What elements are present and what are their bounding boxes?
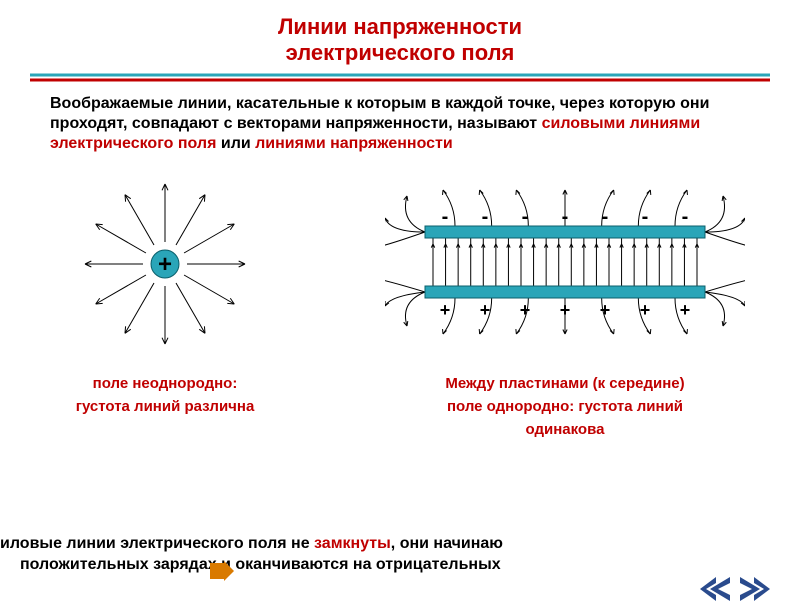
svg-text:+: + <box>440 300 451 320</box>
svg-text:-: - <box>562 206 569 228</box>
para-black2: или <box>216 135 255 152</box>
svg-text:-: - <box>442 206 449 228</box>
svg-text:-: - <box>602 206 609 228</box>
svg-text:+: + <box>520 300 531 320</box>
page-title: Линии напряженности электрического поля <box>0 14 800 66</box>
svg-text:+: + <box>680 300 691 320</box>
svg-text:+: + <box>560 300 571 320</box>
svg-text:+: + <box>600 300 611 320</box>
definition-paragraph: Воображаемые линии, касательные к которы… <box>50 94 750 154</box>
bottom-2: положительных зарядах и оканчиваются на … <box>0 555 800 576</box>
title-divider <box>30 70 770 88</box>
svg-text:-: - <box>482 206 489 228</box>
svg-text:+: + <box>640 300 651 320</box>
plates-caption-1: Между пластинами (к середине) <box>385 375 745 392</box>
plates-diagram: - + - + - + - + - + - + - + Между пластинами (к серед… <box>385 164 745 438</box>
svg-text:+: + <box>480 300 491 320</box>
svg-text:-: - <box>642 206 649 228</box>
bottom-text: иловые линии электрического поля не замк… <box>0 534 800 576</box>
para-red2: линиями напряженности <box>255 135 453 152</box>
title-line1: Линии напряженности <box>0 14 800 40</box>
point-caption-1: поле неоднородно: <box>55 375 275 392</box>
svg-text:-: - <box>682 206 689 228</box>
plates-caption-2: поле однородно: густота линий <box>385 398 745 415</box>
bottom-1b: , они начинаю <box>391 535 503 552</box>
plates-caption-3: одинакова <box>385 421 745 438</box>
nav-controls <box>694 577 770 606</box>
point-charge-diagram: + поле неоднородно: густота линий различ… <box>55 164 275 438</box>
svg-text:+: + <box>158 251 172 278</box>
nav-forward-icon[interactable] <box>740 577 770 601</box>
bottom-1a: иловые линии электрического поля не <box>0 535 314 552</box>
diagrams-row: + поле неоднородно: густота линий различ… <box>0 164 800 438</box>
title-line2: электрического поля <box>0 40 800 66</box>
forward-arrow-icon[interactable] <box>210 561 234 586</box>
svg-text:-: - <box>522 206 529 228</box>
bottom-1r: замкнуты <box>314 535 391 552</box>
point-caption-2: густота линий различна <box>55 398 275 415</box>
nav-back-icon[interactable] <box>700 577 730 601</box>
